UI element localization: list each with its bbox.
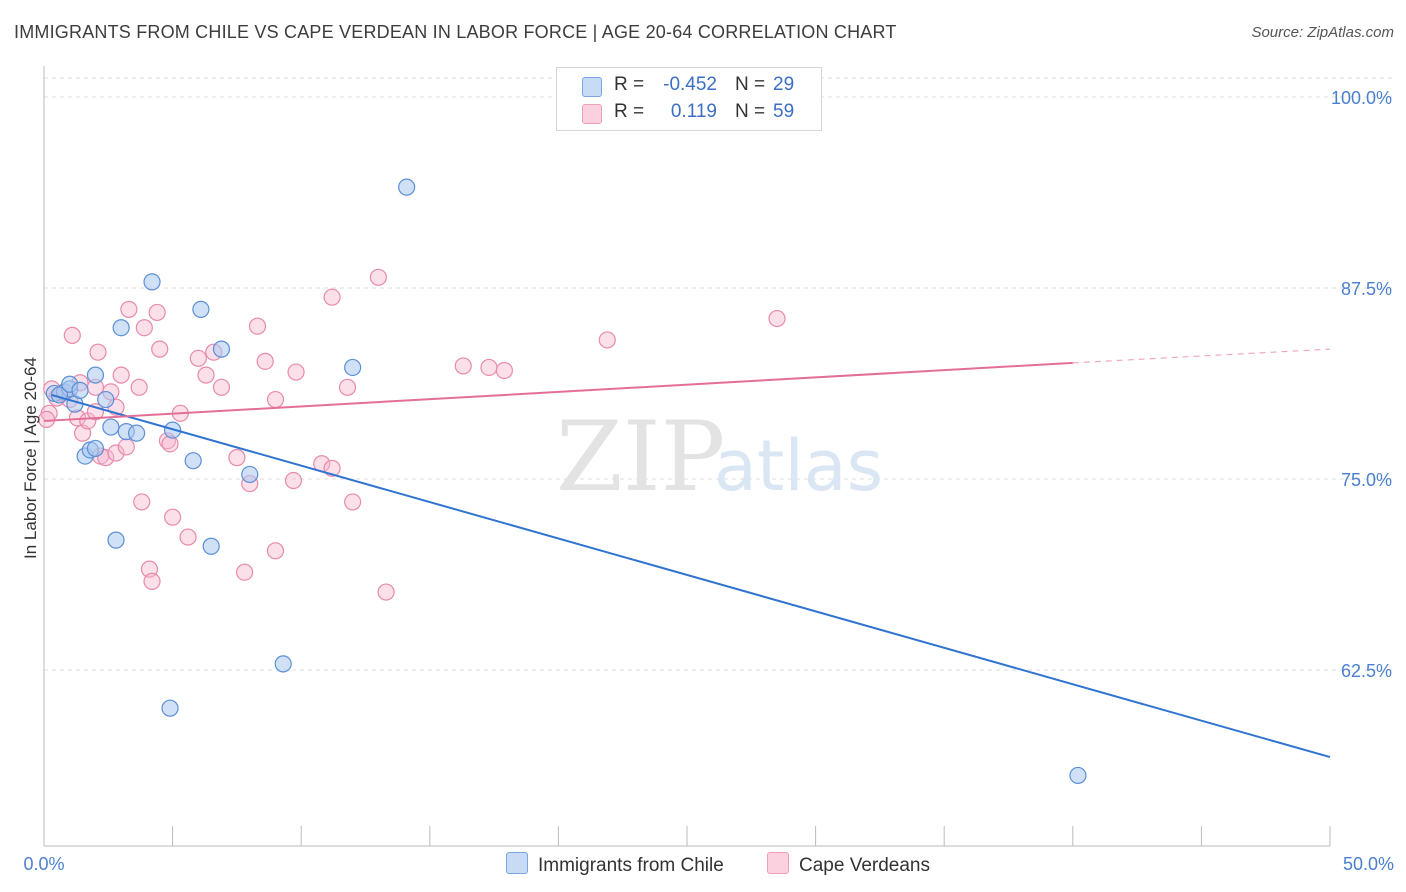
- point-chile: [161, 699, 179, 717]
- point-cape-verdean: [236, 563, 254, 581]
- legend-item-chile: Immigrants from Chile: [506, 852, 724, 877]
- point-cape-verdean: [256, 352, 274, 370]
- trend-line-cape-verdean-extension: [1072, 348, 1331, 364]
- point-chile: [86, 366, 105, 384]
- chile-points: [45, 178, 1087, 785]
- x-tick-label-min: 0.0%: [23, 854, 64, 874]
- point-cape-verdean: [130, 378, 148, 396]
- legend-r-label: R =: [614, 74, 645, 95]
- legend-r-value: -0.452: [663, 74, 717, 95]
- legend-swatch-blue: [506, 852, 528, 874]
- chart-title: IMMIGRANTS FROM CHILE VS CAPE VERDEAN IN…: [14, 22, 897, 42]
- point-cape-verdean: [344, 493, 362, 511]
- legend-label-capeverde: Cape Verdeans: [799, 855, 930, 876]
- point-cape-verdean: [480, 358, 498, 377]
- point-cape-verdean: [369, 268, 387, 286]
- point-cape-verdean: [135, 319, 153, 337]
- watermark-atlas: atlas: [714, 425, 883, 507]
- point-chile: [212, 340, 231, 358]
- legend-swatch-pink: [767, 852, 789, 874]
- point-chile: [202, 537, 220, 555]
- legend-row-chile: R = -0.452 N = 29: [557, 74, 821, 100]
- watermark: ZIP atlas: [556, 401, 883, 513]
- point-cape-verdean: [266, 390, 285, 409]
- y-tick-label: 75.0%: [1341, 470, 1392, 490]
- point-cape-verdean: [228, 449, 246, 467]
- point-cape-verdean: [266, 542, 285, 560]
- legend-swatch-blue: [582, 77, 602, 97]
- legend-swatch-pink: [582, 104, 602, 124]
- grid-lines: [44, 77, 1392, 671]
- point-chile: [107, 531, 125, 549]
- legend-r-label: R =: [614, 101, 645, 122]
- legend-item-capeverde: Cape Verdeans: [767, 852, 930, 877]
- point-cape-verdean: [495, 361, 513, 380]
- point-chile: [112, 319, 130, 337]
- point-cape-verdean: [179, 528, 197, 546]
- point-cape-verdean: [212, 378, 231, 396]
- point-chile: [241, 465, 259, 484]
- point-chile: [184, 452, 202, 470]
- point-cape-verdean: [133, 493, 151, 511]
- legend-n-value: 59: [773, 101, 795, 122]
- legend-row-capeverde: R = 0.119 N = 59: [557, 101, 821, 127]
- point-chile: [192, 300, 210, 318]
- point-chile: [398, 178, 416, 196]
- point-cape-verdean: [151, 340, 169, 358]
- point-chile: [71, 381, 89, 399]
- point-chile: [86, 439, 105, 458]
- y-tick-label: 62.5%: [1341, 661, 1392, 681]
- point-chile: [143, 273, 161, 291]
- y-axis-label: In Labor Force | Age 20-64: [21, 357, 40, 559]
- watermark-zip: ZIP: [556, 401, 725, 513]
- trend-line-chile: [51, 393, 1331, 759]
- stats-legend: R = -0.452 N = 29 R = 0.119 N = 59: [556, 67, 822, 131]
- point-cape-verdean: [107, 444, 125, 462]
- point-cape-verdean: [598, 331, 616, 349]
- point-cape-verdean: [338, 378, 357, 396]
- point-cape-verdean: [248, 317, 267, 335]
- point-cape-verdean: [284, 471, 303, 490]
- legend-label-chile: Immigrants from Chile: [538, 855, 724, 876]
- tick-labels: 62.5% 75.0% 87.5% 100.0% 0.0% 50.0%: [23, 88, 1394, 874]
- point-chile: [127, 424, 146, 442]
- point-cape-verdean: [63, 326, 81, 344]
- y-tick-label: 87.5%: [1341, 279, 1392, 299]
- legend-n-label: N =: [735, 74, 766, 95]
- point-cape-verdean: [117, 438, 135, 456]
- legend-n-value: 29: [773, 74, 795, 95]
- point-cape-verdean: [377, 583, 395, 601]
- y-tick-label: 100.0%: [1331, 88, 1392, 108]
- point-cape-verdean: [197, 366, 215, 384]
- trend-line-cape-verdean: [43, 361, 1073, 422]
- x-tick-label-max: 50.0%: [1343, 854, 1394, 874]
- point-chile: [344, 358, 362, 377]
- source-credit: Source: ZipAtlas.com: [1251, 24, 1394, 41]
- point-cape-verdean: [120, 300, 138, 318]
- point-cape-verdean: [454, 357, 472, 375]
- point-cape-verdean: [323, 288, 341, 306]
- trend-lines: [43, 348, 1331, 759]
- point-cape-verdean: [112, 366, 130, 384]
- point-cape-verdean: [287, 363, 305, 381]
- legend-n-label: N =: [735, 101, 766, 122]
- point-chile: [97, 390, 115, 409]
- point-chile: [274, 655, 292, 673]
- point-cape-verdean: [89, 343, 107, 361]
- point-cape-verdean: [768, 309, 786, 328]
- axes: [43, 66, 1331, 847]
- point-cape-verdean: [37, 410, 56, 429]
- point-cape-verdean: [164, 508, 182, 526]
- legend-r-value: 0.119: [670, 101, 717, 122]
- point-chile: [102, 418, 120, 436]
- point-cape-verdean: [148, 303, 166, 322]
- point-cape-verdean: [189, 349, 207, 367]
- point-chile: [1069, 766, 1087, 785]
- point-cape-verdean: [143, 572, 161, 590]
